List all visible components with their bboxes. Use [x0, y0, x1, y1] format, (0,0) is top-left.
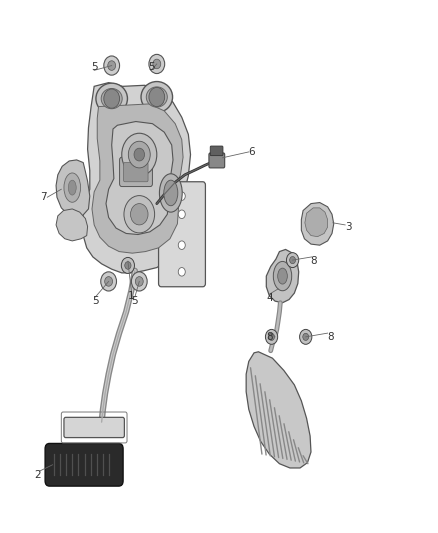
- Ellipse shape: [146, 87, 167, 107]
- Circle shape: [268, 333, 275, 341]
- Text: 8: 8: [310, 256, 317, 266]
- Circle shape: [135, 277, 143, 286]
- Circle shape: [265, 329, 278, 344]
- Circle shape: [131, 272, 147, 291]
- Text: 6: 6: [248, 147, 255, 157]
- Circle shape: [124, 196, 155, 233]
- Circle shape: [149, 54, 165, 74]
- FancyBboxPatch shape: [120, 157, 152, 187]
- Circle shape: [105, 277, 113, 286]
- FancyBboxPatch shape: [159, 182, 205, 287]
- FancyBboxPatch shape: [124, 163, 148, 182]
- FancyBboxPatch shape: [64, 417, 124, 438]
- Ellipse shape: [278, 268, 287, 284]
- Text: 8: 8: [266, 332, 273, 342]
- Text: 8: 8: [327, 332, 334, 342]
- Ellipse shape: [96, 83, 127, 114]
- Polygon shape: [92, 104, 183, 253]
- Circle shape: [149, 87, 165, 107]
- Polygon shape: [106, 122, 173, 235]
- Ellipse shape: [64, 173, 81, 203]
- Text: 5: 5: [91, 62, 98, 71]
- Circle shape: [300, 329, 312, 344]
- Circle shape: [178, 268, 185, 276]
- Circle shape: [178, 192, 185, 200]
- Circle shape: [125, 262, 131, 269]
- Text: 5: 5: [92, 296, 99, 306]
- Circle shape: [121, 257, 134, 273]
- Text: 5: 5: [148, 62, 155, 71]
- Circle shape: [178, 210, 185, 219]
- FancyBboxPatch shape: [45, 443, 123, 486]
- Ellipse shape: [159, 174, 182, 212]
- Polygon shape: [305, 208, 328, 237]
- Circle shape: [303, 333, 309, 341]
- Polygon shape: [56, 160, 90, 217]
- Text: 7: 7: [39, 192, 46, 202]
- Ellipse shape: [141, 82, 173, 112]
- Text: 5: 5: [131, 296, 138, 306]
- Ellipse shape: [273, 261, 292, 291]
- Circle shape: [134, 148, 145, 161]
- Text: 2: 2: [34, 471, 41, 480]
- Circle shape: [101, 272, 117, 291]
- Circle shape: [104, 56, 120, 75]
- Circle shape: [286, 253, 299, 268]
- Circle shape: [131, 204, 148, 225]
- Circle shape: [122, 133, 157, 176]
- Polygon shape: [246, 352, 311, 468]
- Ellipse shape: [164, 180, 178, 206]
- Circle shape: [128, 141, 150, 168]
- Ellipse shape: [101, 88, 122, 109]
- Circle shape: [178, 241, 185, 249]
- FancyBboxPatch shape: [210, 146, 223, 156]
- Text: 1: 1: [128, 291, 135, 301]
- Text: 3: 3: [345, 222, 352, 231]
- Circle shape: [153, 59, 161, 69]
- FancyBboxPatch shape: [209, 153, 225, 168]
- Polygon shape: [266, 249, 299, 303]
- Text: 4: 4: [266, 294, 273, 303]
- Polygon shape: [301, 203, 334, 245]
- Polygon shape: [82, 83, 191, 273]
- Polygon shape: [56, 209, 88, 241]
- Circle shape: [104, 89, 120, 108]
- Circle shape: [290, 256, 296, 264]
- Circle shape: [108, 61, 116, 70]
- Ellipse shape: [68, 180, 76, 195]
